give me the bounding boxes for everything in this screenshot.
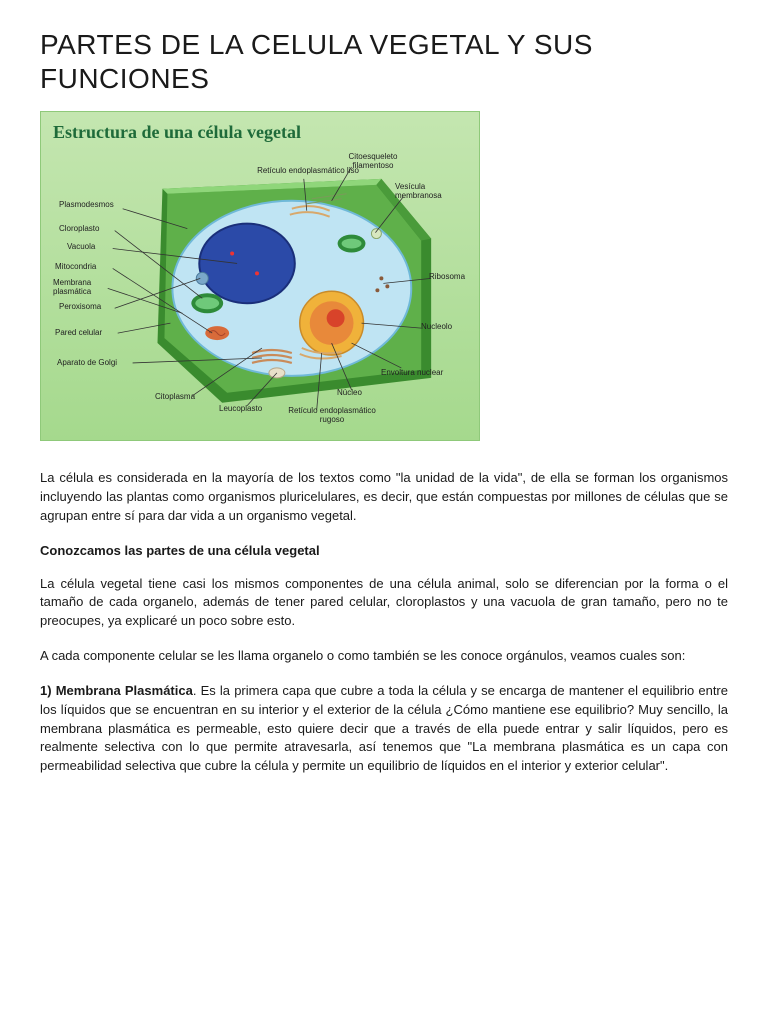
item-1-head: 1) Membrana Plasmática [40,683,193,698]
item-1: 1) Membrana Plasmática. Es la primera ca… [40,682,728,776]
label-ribosoma: Ribosoma [429,273,465,281]
paragraph-3: A cada componente celular se les llama o… [40,647,728,666]
label-citoplasma: Citoplasma [155,393,195,401]
cell-canvas: Plasmodesmos Cloroplasto Vacuola Mitocon… [53,149,467,429]
label-cloroplasto: Cloroplasto [59,225,99,233]
label-re-rugoso: Retículo endoplasmático rugoso [277,407,387,424]
label-peroxisoma: Peroxisoma [59,303,101,311]
label-vacuola: Vacuola [67,243,95,251]
subhead: Conozcamos las partes de una célula vege… [40,542,728,561]
label-nucleo: Núcleo [337,389,362,397]
label-envoltura: Envoltura nuclear [381,369,443,377]
paragraph-2: La célula vegetal tiene casi los mismos … [40,575,728,632]
label-citoesqueleto: Citoesqueleto filamentoso [333,153,413,170]
label-golgi: Aparato de Golgi [57,359,117,367]
paragraph-intro: La célula es considerada en la mayoría d… [40,469,728,526]
label-mitocondria: Mitocondria [55,263,96,271]
label-plasmodesmos: Plasmodesmos [59,201,114,209]
diagram-title: Estructura de una célula vegetal [53,122,467,143]
cell-diagram: Estructura de una célula vegetal [40,111,480,441]
label-nucleolo: Nucleolo [421,323,452,331]
label-pared: Pared celular [55,329,102,337]
label-leucoplasto: Leucoplasto [219,405,262,413]
page-title: PARTES DE LA CELULA VEGETAL Y SUS FUNCIO… [40,28,728,95]
label-vesicula: Vesícula membranosa [395,183,465,200]
label-membrana: Membrana plasmática [53,279,107,296]
